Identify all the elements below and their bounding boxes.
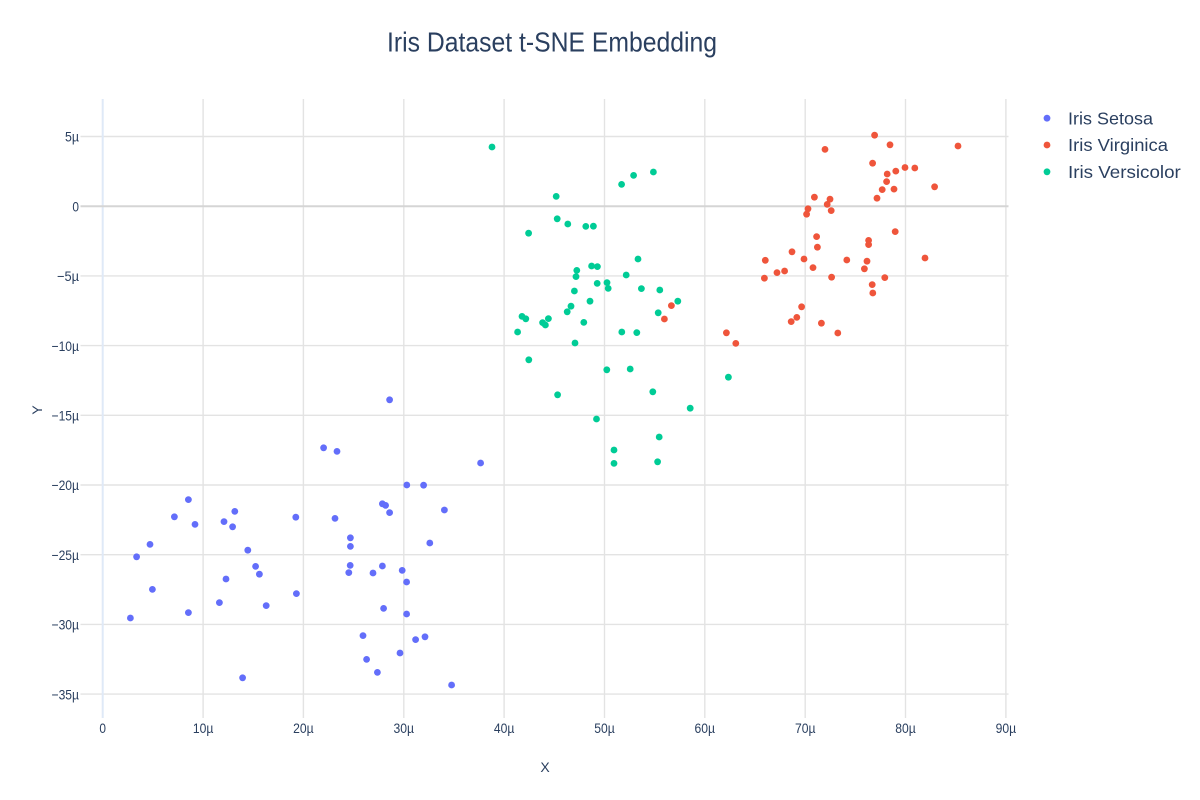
svg-text:80µ: 80µ <box>895 720 916 736</box>
svg-text:0: 0 <box>99 720 106 736</box>
svg-text:Iris Setosa: Iris Setosa <box>1068 108 1153 128</box>
svg-text:10µ: 10µ <box>193 720 214 736</box>
svg-text:60µ: 60µ <box>695 720 716 736</box>
svg-text:50µ: 50µ <box>594 720 615 736</box>
svg-text:Iris Dataset t-SNE Embedding: Iris Dataset t-SNE Embedding <box>387 27 717 58</box>
svg-text:Iris Virginica: Iris Virginica <box>1068 135 1168 155</box>
svg-text:−5µ: −5µ <box>57 268 79 284</box>
svg-text:0: 0 <box>72 198 79 214</box>
svg-text:40µ: 40µ <box>494 720 515 736</box>
svg-text:−30µ: −30µ <box>52 617 80 633</box>
svg-text:30µ: 30µ <box>394 720 415 736</box>
svg-text:−35µ: −35µ <box>52 686 80 702</box>
svg-text:X: X <box>540 759 550 775</box>
svg-text:−25µ: −25µ <box>52 547 80 563</box>
svg-text:70µ: 70µ <box>795 720 816 736</box>
svg-text:5µ: 5µ <box>65 129 79 145</box>
svg-text:−20µ: −20µ <box>52 477 80 493</box>
svg-text:20µ: 20µ <box>293 720 314 736</box>
svg-text:Y: Y <box>29 405 45 415</box>
svg-text:Iris Versicolor: Iris Versicolor <box>1068 162 1181 182</box>
svg-text:90µ: 90µ <box>996 720 1017 736</box>
svg-text:−15µ: −15µ <box>52 408 80 424</box>
svg-text:−10µ: −10µ <box>52 338 80 354</box>
